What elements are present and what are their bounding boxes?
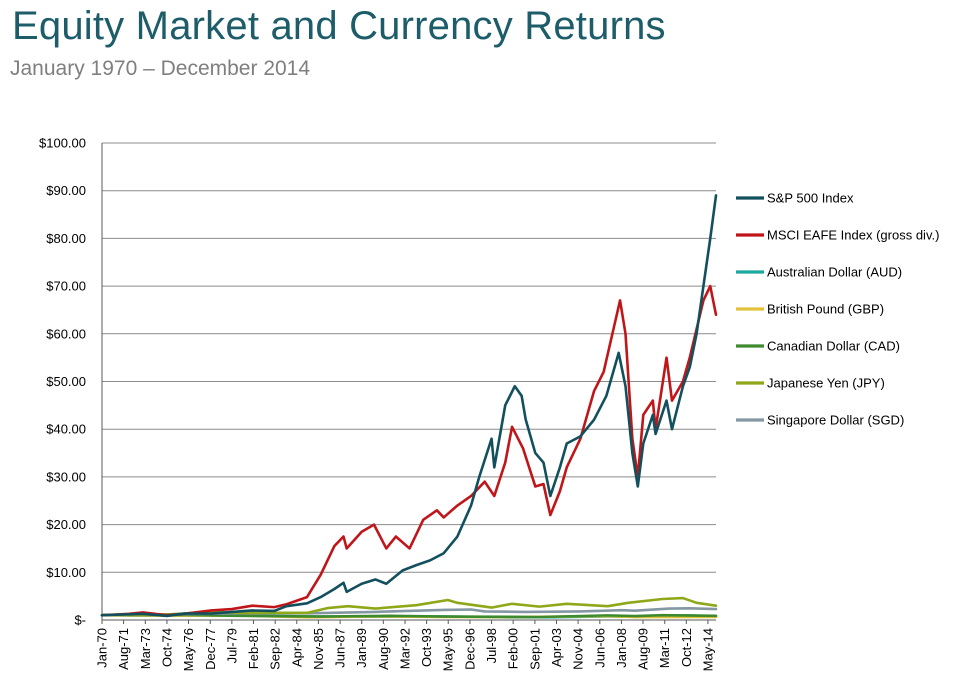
x-tick-label: Aug-09 [636, 628, 651, 670]
y-tick-label: $70.00 [46, 279, 86, 294]
y-tick-label: $100.00 [39, 136, 86, 151]
gridlines [102, 142, 716, 573]
x-tick-label: May-14 [700, 628, 715, 671]
legend-label: Canadian Dollar (CAD) [767, 339, 900, 354]
y-tick-label: $50.00 [46, 374, 86, 389]
x-tick-label: Dec-77 [203, 628, 218, 670]
x-tick-label: Feb-81 [246, 628, 261, 669]
x-tick-label: Dec-96 [462, 628, 477, 670]
legend-label: Singapore Dollar (SGD) [767, 413, 904, 428]
x-tick-label: Oct-12 [679, 628, 694, 667]
x-tick-label: Nov-04 [571, 628, 586, 670]
x-tick-label: Aug-90 [376, 628, 391, 670]
x-tick-label: Mar-11 [657, 628, 672, 668]
legend-label: MSCI EAFE Index (gross div.) [767, 228, 939, 243]
x-tick-label: Oct-93 [419, 628, 434, 667]
x-tick-label: Sep-82 [268, 628, 283, 670]
legend-label: Australian Dollar (AUD) [767, 265, 902, 280]
y-tick-label: $90.00 [46, 183, 86, 198]
axes [101, 143, 716, 621]
y-tick-label: $- [74, 613, 86, 628]
x-tick-label: Jan-08 [614, 628, 629, 668]
legend-label: Japanese Yen (JPY) [767, 376, 885, 391]
x-tick-label: Jul-79 [224, 628, 239, 663]
x-tick-label: Jan-89 [354, 628, 369, 668]
series-line-1 [100, 284, 718, 617]
x-tick-label: Mar-92 [398, 628, 413, 669]
x-tick-label: Jun-06 [592, 628, 607, 668]
page-title: Equity Market and Currency Returns [12, 4, 666, 48]
x-tick-label: Sep-01 [527, 628, 542, 670]
series-lines [100, 194, 718, 619]
series-line-4 [100, 613, 718, 619]
legend: S&P 500 Index MSCI EAFE Index (gross div.… [736, 191, 939, 428]
y-tick-label: $30.00 [46, 469, 86, 484]
y-tick-label: $20.00 [46, 517, 86, 532]
x-tick-label: May-76 [181, 628, 196, 671]
legend-label: British Pound (GBP) [767, 302, 884, 317]
x-tick-label: Jun-87 [333, 628, 348, 668]
y-tick-label: $60.00 [46, 326, 86, 341]
y-tick-label: $80.00 [46, 231, 86, 246]
legend-label: S&P 500 Index [767, 191, 854, 206]
page-subtitle: January 1970 – December 2014 [10, 57, 311, 80]
y-axis-tick-labels: $100.00 $90.00 $80.00 $70.00 $60.00 $50.00 $40… [39, 136, 86, 628]
x-tick-label: Aug-71 [116, 628, 131, 670]
series-line-0 [100, 194, 718, 618]
x-tick-label: Feb-00 [506, 628, 521, 669]
x-tick-label: Apr-03 [549, 628, 564, 667]
y-tick-label: $10.00 [46, 565, 86, 580]
x-tick-label: Nov-85 [311, 628, 326, 670]
x-tick-label: May-95 [441, 628, 456, 671]
y-tick-label: $40.00 [46, 422, 86, 437]
x-tick-label: Oct-74 [159, 628, 174, 667]
x-tick-label: Jul-98 [484, 628, 499, 663]
series-line-5 [100, 596, 718, 617]
x-tick-label: Mar-73 [138, 628, 153, 669]
x-tick-label: Apr-84 [289, 628, 304, 667]
x-axis-tick-labels: Jan-70 Aug-71 Mar-73 Oct-74 May-76 Dec-77 Jul-… [95, 620, 715, 671]
x-tick-label: Jan-70 [95, 628, 110, 668]
